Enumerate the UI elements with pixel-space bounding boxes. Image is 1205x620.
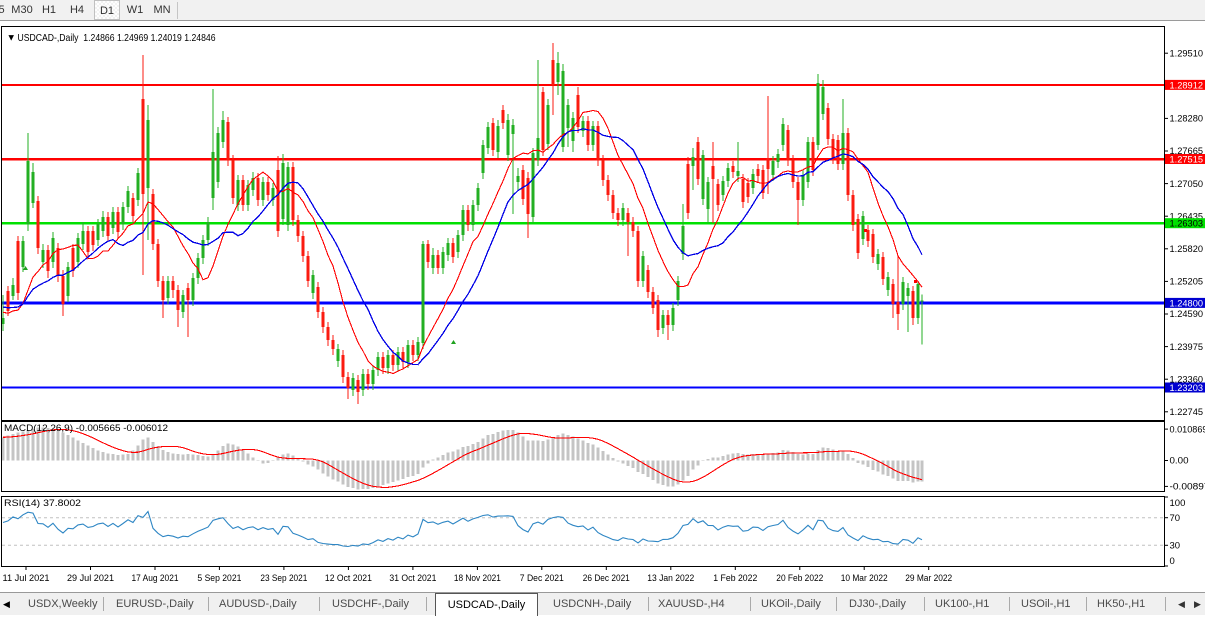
svg-text:-0.00897: -0.00897: [1170, 482, 1205, 493]
svg-text:29 Mar 2022: 29 Mar 2022: [905, 573, 952, 584]
svg-text:70: 70: [1170, 513, 1181, 524]
svg-text:▼: ▼: [7, 33, 16, 44]
svg-text:1.29510: 1.29510: [1170, 48, 1204, 59]
svg-text:1.23203: 1.23203: [1170, 383, 1204, 394]
svg-text:0: 0: [1170, 556, 1175, 567]
svg-text:12 Oct 2021: 12 Oct 2021: [325, 573, 372, 584]
svg-text:30: 30: [1170, 541, 1181, 552]
svg-text:17 Aug 2021: 17 Aug 2021: [132, 573, 179, 584]
svg-text:31 Oct 2021: 31 Oct 2021: [389, 573, 436, 584]
svg-text:1.25205: 1.25205: [1170, 277, 1204, 288]
svg-text:7 Dec 2021: 7 Dec 2021: [520, 573, 564, 584]
svg-text:5 Sep 2021: 5 Sep 2021: [197, 573, 241, 584]
svg-text:18 Nov 2021: 18 Nov 2021: [454, 573, 501, 584]
svg-text:0.00: 0.00: [1170, 456, 1189, 467]
svg-text:MACD(12,26,9) -0.005665 -0.006: MACD(12,26,9) -0.005665 -0.006012: [4, 423, 168, 434]
svg-text:11 Jul 2021: 11 Jul 2021: [3, 573, 50, 584]
svg-text:10 Mar 2022: 10 Mar 2022: [841, 573, 888, 584]
svg-text:20 Feb 2022: 20 Feb 2022: [776, 573, 823, 584]
svg-text:100: 100: [1170, 498, 1186, 509]
svg-text:1.27050: 1.27050: [1170, 179, 1204, 190]
svg-text:RSI(14) 37.8002: RSI(14) 37.8002: [4, 498, 81, 509]
svg-text:1.28912: 1.28912: [1170, 80, 1204, 91]
svg-text:1.24800: 1.24800: [1170, 298, 1204, 309]
svg-text:1.22745: 1.22745: [1170, 407, 1204, 418]
svg-text:13 Jan 2022: 13 Jan 2022: [647, 573, 694, 584]
svg-text:1.27515: 1.27515: [1170, 154, 1204, 165]
svg-text:29 Jul 2021: 29 Jul 2021: [67, 573, 114, 584]
svg-text:1 Feb 2022: 1 Feb 2022: [713, 573, 757, 584]
svg-text:1.24590: 1.24590: [1170, 309, 1204, 320]
svg-text:USDCAD-,Daily 1.24866 1.24969: USDCAD-,Daily 1.24866 1.24969 1.24019 1.…: [18, 32, 216, 44]
svg-text:1.28280: 1.28280: [1170, 114, 1204, 125]
svg-text:1.26303: 1.26303: [1170, 219, 1204, 230]
svg-text:23 Sep 2021: 23 Sep 2021: [260, 573, 307, 584]
svg-text:26 Dec 2021: 26 Dec 2021: [583, 573, 630, 584]
svg-text:1.25820: 1.25820: [1170, 244, 1204, 255]
svg-text:1.23975: 1.23975: [1170, 342, 1204, 353]
svg-text:0.010869: 0.010869: [1170, 424, 1205, 435]
